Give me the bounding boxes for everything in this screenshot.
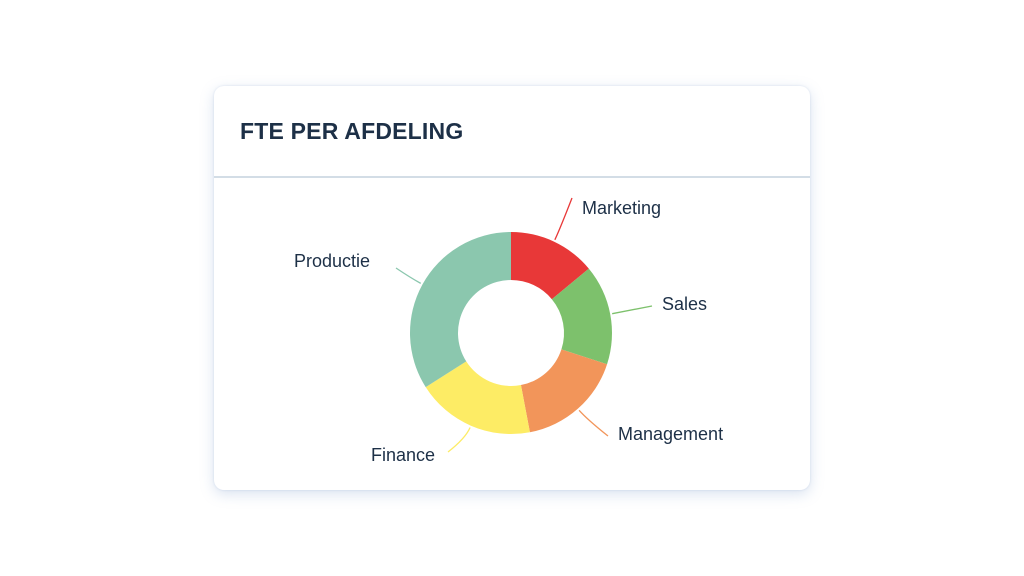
leader-line-productie — [395, 267, 422, 284]
card-title: FTE PER AFDELING — [240, 118, 464, 144]
leader-lines — [395, 197, 653, 453]
slice-labels: Marketing Sales Management Finance Productie — [294, 198, 723, 465]
slice-sales[interactable] — [551, 268, 612, 365]
slice-label-productie: Productie — [294, 251, 370, 271]
leader-line-sales — [612, 305, 653, 315]
slice-label-management: Management — [618, 424, 723, 444]
slice-marketing[interactable] — [511, 232, 589, 300]
slice-productie[interactable] — [409, 232, 511, 388]
donut-slices — [409, 232, 612, 434]
leader-line-marketing — [554, 197, 573, 241]
leader-line-finance — [447, 427, 471, 453]
slice-label-marketing: Marketing — [582, 198, 661, 218]
slice-label-sales: Sales — [662, 294, 707, 314]
card-header: FTE PER AFDELING — [214, 86, 810, 178]
slice-finance[interactable] — [425, 361, 530, 434]
leader-line-management — [578, 409, 609, 437]
slice-label-finance: Finance — [371, 445, 435, 465]
slice-management[interactable] — [520, 349, 608, 433]
